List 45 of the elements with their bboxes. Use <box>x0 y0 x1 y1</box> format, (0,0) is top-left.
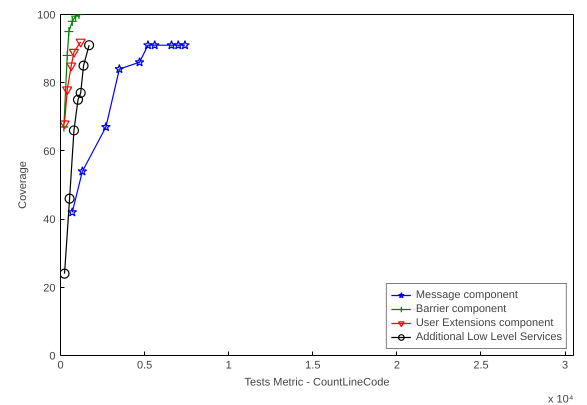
x-tick-label: 3 <box>562 360 568 372</box>
x-tick-label: 2.5 <box>473 360 489 372</box>
y-tick-label: 100 <box>37 10 56 22</box>
point <box>77 166 88 176</box>
point <box>134 57 144 66</box>
point <box>84 40 94 50</box>
point <box>67 16 78 26</box>
x-tick-label: 2 <box>394 360 400 372</box>
legend-label: Message component <box>416 288 518 302</box>
point <box>60 268 70 279</box>
point <box>66 62 76 72</box>
text: x 10⁴ <box>548 394 574 405</box>
point <box>60 120 70 130</box>
point <box>78 60 89 71</box>
point <box>143 40 153 50</box>
point <box>72 94 84 105</box>
x-tick-label: 0.5 <box>136 360 152 372</box>
point <box>166 40 176 50</box>
point <box>68 125 80 136</box>
y-tick-label: 40 <box>43 214 56 226</box>
point <box>173 40 184 50</box>
legend-label: Barrier component <box>416 302 506 316</box>
point <box>76 88 86 98</box>
point <box>150 40 160 50</box>
y-axis-title: Coverage <box>17 161 30 209</box>
point <box>101 122 111 132</box>
y-tick-label: 60 <box>43 146 56 158</box>
y-tick-label: 80 <box>43 78 56 90</box>
point <box>68 48 80 58</box>
legend-label: User Extensions component <box>416 316 554 330</box>
x-tick-label: 0 <box>57 360 64 372</box>
point <box>76 38 86 48</box>
x-tick-label: 1 <box>226 360 232 372</box>
point <box>64 194 75 204</box>
point <box>62 50 72 61</box>
x-tick-label: 1.5 <box>305 360 320 372</box>
point <box>62 86 72 96</box>
point <box>114 64 124 74</box>
point <box>67 207 78 217</box>
point <box>64 26 74 37</box>
y-tick-label: 20 <box>43 282 56 294</box>
y-tick-label: 0 <box>49 350 56 362</box>
point <box>180 40 190 50</box>
x-axis-title: Tests Metric - CountLineCode <box>244 376 390 388</box>
legend-label: Additional Low Level Services <box>416 330 562 344</box>
